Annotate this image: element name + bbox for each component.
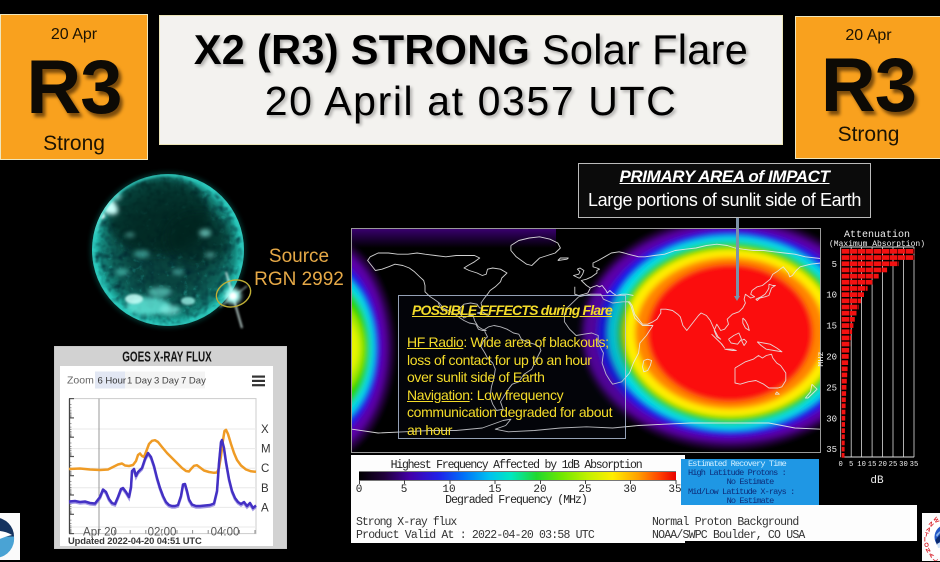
svg-text:7 Day: 7 Day — [181, 376, 206, 387]
svg-text:0: 0 — [839, 461, 843, 469]
svg-text:A: A — [925, 527, 932, 535]
svg-text:20: 20 — [826, 353, 837, 363]
svg-text:Attenuation: Attenuation — [844, 229, 910, 241]
svg-text:04:00: 04:00 — [211, 527, 240, 539]
svg-text:3 Day: 3 Day — [154, 376, 179, 387]
svg-text:Updated 2022-04-20 04:51 UTC: Updated 2022-04-20 04:51 UTC — [68, 535, 202, 546]
svg-text:A: A — [261, 502, 269, 514]
svg-text:MHz: MHz — [818, 351, 826, 366]
svg-text:5: 5 — [849, 461, 853, 469]
svg-text:Apr 20: Apr 20 — [83, 527, 117, 539]
svg-text:30: 30 — [899, 461, 908, 469]
svg-text:N: N — [927, 521, 934, 528]
svg-text:(Maximum Absorption): (Maximum Absorption) — [829, 240, 925, 249]
svg-text:10: 10 — [826, 291, 837, 301]
svg-text:C: C — [261, 463, 269, 475]
svg-text:10: 10 — [857, 461, 866, 469]
svg-text:A: A — [928, 552, 936, 560]
svg-text:30: 30 — [826, 414, 837, 424]
svg-text:15: 15 — [868, 461, 877, 469]
svg-text:I: I — [924, 538, 926, 544]
svg-text:W: W — [931, 517, 939, 525]
svg-text:T: T — [924, 532, 929, 539]
svg-text:B: B — [261, 483, 269, 495]
svg-text:5: 5 — [832, 260, 837, 270]
svg-text:25: 25 — [889, 461, 898, 469]
svg-text:L: L — [933, 557, 940, 561]
svg-text:02:00: 02:00 — [148, 527, 177, 539]
svg-text:GOES X-RAY FLUX: GOES X-RAY FLUX — [122, 349, 212, 366]
svg-text:20: 20 — [878, 461, 887, 469]
svg-text:Zoom: Zoom — [67, 375, 94, 387]
svg-text:N: N — [925, 547, 932, 554]
svg-text:15: 15 — [826, 322, 837, 332]
svg-text:35: 35 — [910, 461, 919, 469]
svg-text:6 Hour: 6 Hour — [98, 376, 127, 387]
svg-text:O: O — [924, 542, 930, 549]
svg-text:1 Day: 1 Day — [127, 376, 152, 387]
svg-text:dB: dB — [870, 475, 884, 487]
svg-text:X: X — [261, 424, 269, 436]
svg-text:M: M — [261, 444, 271, 456]
svg-text:35: 35 — [826, 445, 837, 455]
svg-text:25: 25 — [826, 383, 837, 393]
